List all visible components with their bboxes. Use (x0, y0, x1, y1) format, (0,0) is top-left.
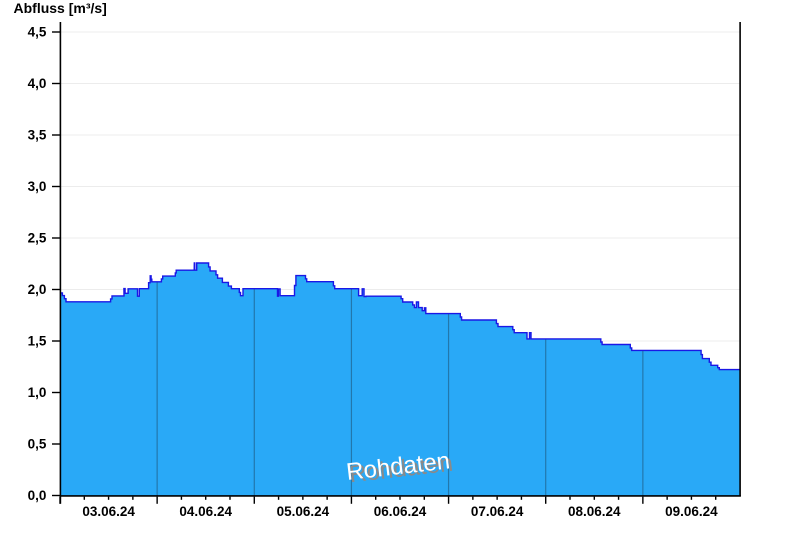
svg-text:1,0: 1,0 (28, 385, 47, 400)
svg-text:0,5: 0,5 (28, 437, 47, 452)
svg-text:Abfluss [m³/s]: Abfluss [m³/s] (14, 0, 107, 16)
svg-text:4,0: 4,0 (28, 76, 47, 91)
svg-text:06.06.24: 06.06.24 (374, 504, 427, 519)
svg-text:2,0: 2,0 (28, 282, 47, 297)
svg-text:3,0: 3,0 (28, 179, 47, 194)
svg-text:04.06.24: 04.06.24 (179, 504, 232, 519)
svg-text:4,5: 4,5 (28, 25, 47, 40)
svg-text:03.06.24: 03.06.24 (82, 504, 135, 519)
svg-text:3,5: 3,5 (28, 128, 47, 143)
svg-text:1,5: 1,5 (28, 334, 47, 349)
svg-text:09.06.24: 09.06.24 (665, 504, 718, 519)
svg-text:07.06.24: 07.06.24 (471, 504, 524, 519)
svg-text:08.06.24: 08.06.24 (568, 504, 621, 519)
svg-text:0,0: 0,0 (28, 488, 47, 503)
svg-text:2,5: 2,5 (28, 231, 47, 246)
svg-text:05.06.24: 05.06.24 (277, 504, 330, 519)
